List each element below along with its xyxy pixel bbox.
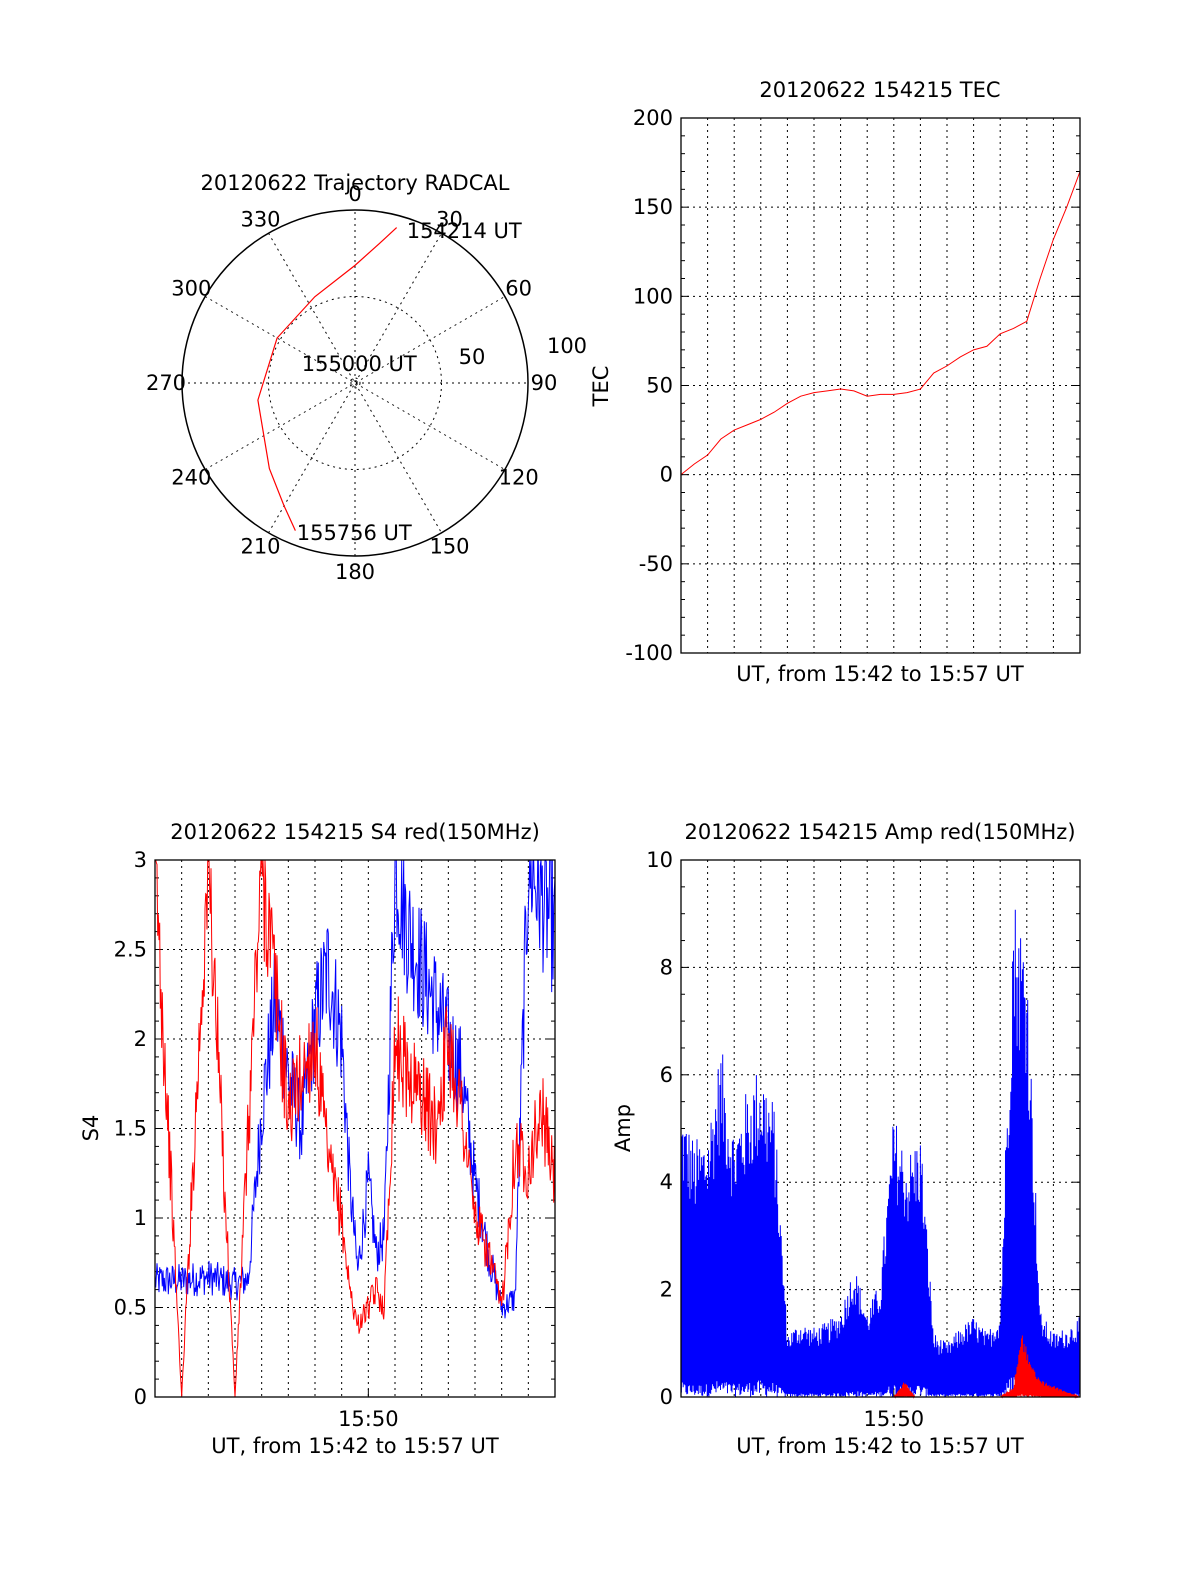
s4-frame (154, 859, 556, 1398)
tec-series (680, 171, 1081, 476)
polar-spoke (204, 296, 506, 470)
polar-azimuth-label: 30 (436, 207, 463, 231)
s4-y-tick-label: 0 (134, 1385, 147, 1409)
amp-y-tick-label: 2 (660, 1278, 673, 1302)
amp-y-tick-label: 8 (660, 955, 673, 979)
polar-spoke (204, 296, 506, 470)
tec-y-tick-label: 100 (633, 284, 673, 308)
s4-series-line (155, 859, 556, 1398)
s4-title: 20120622 154215 S4 red(150MHz) (170, 820, 540, 844)
polar-radial-label: 50 (459, 345, 486, 369)
amp-ylabel: Amp (611, 1104, 635, 1152)
tec-plot: 20120622 154215 TEC -100-50050100150200 … (589, 78, 1081, 686)
amp-y-tick-label: 6 (660, 1063, 673, 1087)
amp-title: 20120622 154215 Amp red(150MHz) (684, 820, 1075, 844)
s4-y-tick-label: 1 (134, 1206, 147, 1230)
amp-frame (680, 859, 1081, 1398)
tec-series-line (680, 171, 1081, 476)
polar-time-annotation: 154214 UT (407, 219, 522, 243)
polar-spoke (268, 232, 442, 534)
polar-title: 20120622 Trajectory RADCAL (201, 171, 510, 195)
polar-azimuth-label: 270 (146, 371, 186, 395)
amp-plot: 20120622 154215 Amp red(150MHz) 0246810 … (611, 820, 1081, 1458)
polar-azimuth-label: 180 (335, 560, 375, 584)
polar-azimuth-label: 240 (171, 466, 211, 490)
polar-radial-label: 100 (547, 334, 587, 358)
amp-series (680, 909, 1081, 1399)
s4-plot: 20120622 154215 S4 red(150MHz) 0 0.5 1 1.5 2… (79, 820, 556, 1458)
s4-y-tick-label: 2 (134, 1027, 147, 1051)
polar-trajectory-line (257, 227, 398, 531)
amp-y-tick-label: 4 (660, 1170, 673, 1194)
polar-azimuth-label: 90 (531, 371, 558, 395)
s4-grid (155, 859, 555, 1398)
tec-y-tick-label: -100 (625, 641, 673, 665)
amp-xlabel: UT, from 15:42 to 15:57 UT (736, 1434, 1024, 1458)
tec-xlabel: UT, from 15:42 to 15:57 UT (736, 662, 1024, 686)
polar-azimuth-label: 210 (240, 535, 280, 559)
amp-y-ticks: 0 2 4 6 8 10 (646, 848, 673, 1409)
polar-azimuth-label: 120 (499, 466, 539, 490)
polar-time-annotation: 155000 UT (302, 352, 417, 376)
tec-frame (680, 117, 1081, 654)
polar-series (257, 227, 398, 531)
polar-azimuth-label: 300 (171, 277, 211, 301)
s4-x-ticks: 15:50 (338, 1407, 399, 1431)
s4-y-tick-label: 0.5 (114, 1296, 147, 1320)
s4-x-tick-label: 15:50 (338, 1407, 399, 1431)
polar-grid (181, 209, 529, 557)
polar-azimuth-label: 0 (348, 182, 361, 206)
s4-y-ticks: 0 0.5 1 1.5 2 2.5 3 (114, 848, 147, 1409)
tec-y-tick-label: 0 (660, 463, 673, 487)
polar-annotations: 154214 UT 155000 UT 155756 UT (297, 219, 522, 545)
amp-y-tick-label: 10 (646, 848, 673, 872)
s4-y-tick-label: 1.5 (114, 1117, 147, 1141)
amp-x-ticks: 15:50 (864, 1407, 925, 1431)
s4-y-tick-label: 3 (134, 848, 147, 872)
tec-ylabel: TEC (589, 366, 613, 408)
s4-xlabel: UT, from 15:42 to 15:57 UT (211, 1434, 499, 1458)
polar-azimuth-label: 150 (429, 535, 469, 559)
amp-x-tick-label: 15:50 (864, 1407, 925, 1431)
tec-y-ticks: -100 -50 0 50 100 150 200 (625, 106, 673, 665)
polar-spoke (268, 232, 442, 534)
s4-series (154, 859, 556, 1398)
amp-y-tick-label: 0 (660, 1385, 673, 1409)
polar-grid-circle (268, 296, 442, 470)
polar-time-annotation: 155756 UT (297, 521, 412, 545)
amp-series-line (680, 909, 1081, 1398)
polar-azimuth-labels: 0 30 60 90 120 150 180 210 240 270 300 330 50 100 (146, 182, 587, 584)
tec-y-tick-label: 50 (646, 374, 673, 398)
tec-title: 20120622 154215 TEC (759, 78, 1000, 102)
s4-ylabel: S4 (79, 1115, 103, 1142)
polar-plot: 20120622 Trajectory RADCAL 0 30 60 90 120 150… (146, 171, 587, 584)
tec-y-tick-label: 150 (633, 195, 673, 219)
s4-series-line (154, 859, 556, 1319)
polar-azimuth-label: 330 (240, 207, 280, 231)
tec-grid (681, 117, 1080, 654)
polar-azimuth-label: 60 (505, 277, 532, 301)
tec-y-tick-label: -50 (639, 552, 673, 576)
s4-y-tick-label: 2.5 (114, 938, 147, 962)
tec-y-tick-label: 200 (633, 106, 673, 130)
